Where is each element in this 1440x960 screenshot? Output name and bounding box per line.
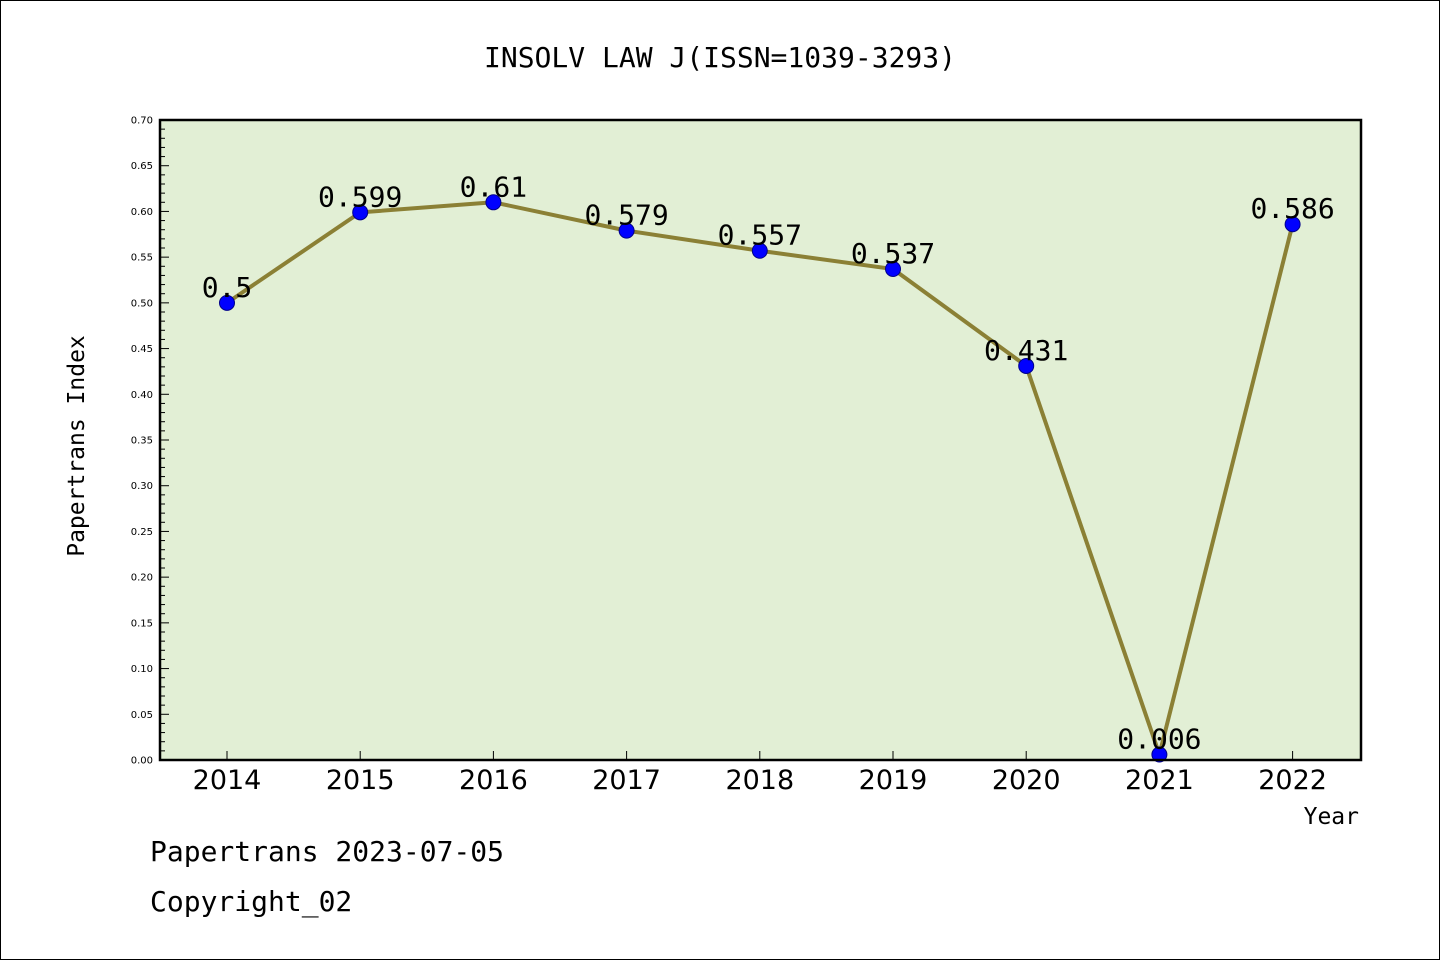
x-tick-label: 2017 [592,765,661,796]
y-tick-label: 0.55 [131,253,153,264]
data-label: 0.537 [851,237,935,270]
data-label: 0.5 [202,271,253,304]
series-markers [219,194,1301,763]
y-tick-label: 0.35 [131,436,153,447]
x-tick-label: 2014 [193,765,262,796]
data-point [352,204,369,221]
data-point [485,194,502,211]
plot-border [158,118,1363,762]
x-axis-label: Year [1304,804,1359,830]
data-label: 0.431 [984,334,1068,367]
y-tick-label: 0.20 [131,573,153,584]
x-tick-label: 2018 [725,765,794,796]
x-tick-label: 2015 [326,765,395,796]
y-axis-label: Papertrans Index [64,335,90,557]
data-point [618,222,635,239]
x-axis: 2014 2015 2016 2017 2018 2019 2020 2021 2022 [193,751,1327,796]
y-tick-label: 0.45 [131,344,153,355]
y-tick-label: 0.00 [131,756,153,767]
data-point [1018,357,1035,374]
data-point [1151,746,1168,763]
data-label: 0.579 [584,199,668,232]
data-point [751,242,768,259]
footer-date-line: Papertrans 2023-07-05 [150,835,505,868]
y-tick-label: 0.50 [131,298,153,309]
x-tick-label: 2020 [992,765,1061,796]
y-tick-label: 0.15 [131,618,153,629]
x-tick-label: 2021 [1125,765,1194,796]
y-tick-label: 0.25 [131,527,153,538]
x-tick-label: 2019 [859,765,928,796]
y-tick-label: 0.10 [131,664,153,675]
data-label: 0.557 [718,219,802,252]
data-label: 0.61 [460,170,527,203]
data-label: 0.586 [1250,192,1334,225]
x-tick-label: 2022 [1258,765,1327,796]
data-point [1284,216,1301,233]
y-tick-label: 0.60 [131,207,153,218]
data-label: 0.599 [318,180,402,213]
y-axis: 0.00 0.05 0.10 0.15 0.20 0.25 0.30 0.35 0.40 0.45… [131,116,169,767]
y-tick-label: 0.30 [131,481,153,492]
footer-copyright: Copyright_02 [150,885,353,918]
data-labels: 0.5 0.599 0.61 0.579 0.557 0.537 0.431 0.006 0.5… [202,170,1335,755]
y-tick-label: 0.70 [131,116,153,127]
data-label: 0.006 [1117,723,1201,756]
data-point [219,294,235,311]
x-tick-label: 2016 [459,765,528,796]
plot-area [160,120,1361,760]
chart-title: INSOLV LAW J(ISSN=1039-3293) [484,41,956,74]
y-tick-label: 0.05 [131,710,153,721]
y-tick-label: 0.65 [131,161,153,172]
data-point [885,261,901,278]
y-tick-label: 0.40 [131,390,153,401]
